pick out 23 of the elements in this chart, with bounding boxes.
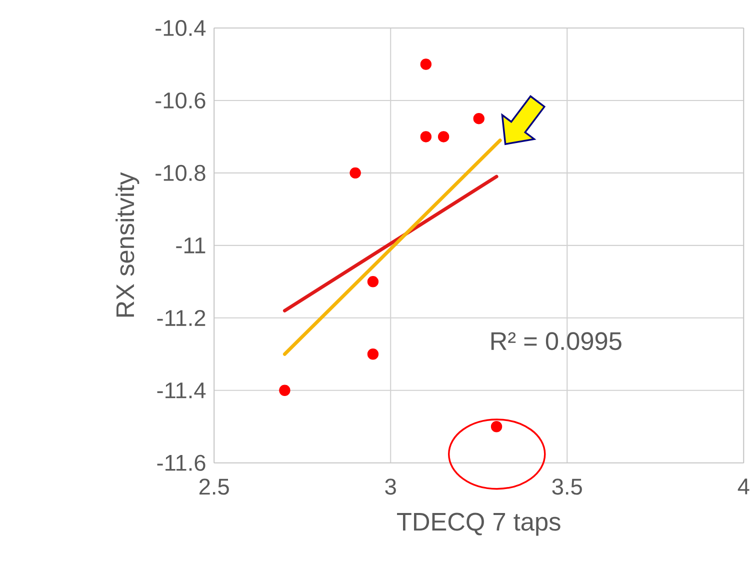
y-tick-label: -10.6	[156, 92, 206, 108]
y-tick-label: -11.6	[157, 454, 206, 471]
point	[420, 131, 432, 142]
point	[279, 384, 290, 396]
point	[473, 112, 484, 124]
x-axis-title: TDECQ 7 taps	[397, 512, 560, 536]
point	[367, 276, 379, 288]
y-tick-label: -10.4	[156, 20, 206, 36]
y-tick-label: -11	[176, 238, 206, 254]
x-tick-label: 2.5	[199, 478, 229, 495]
y-tick-label: -10.8	[156, 164, 206, 181]
point	[420, 58, 432, 70]
y-tick-label: -11.4	[157, 382, 206, 398]
point	[350, 167, 361, 178]
annotation: R² = 0.0995	[491, 332, 622, 350]
x-tick-label: 3	[385, 478, 396, 495]
point	[367, 348, 379, 360]
y-axis-title: RX sensitvity	[116, 172, 140, 316]
x-tick-label: 3.5	[552, 478, 582, 495]
point	[438, 131, 450, 142]
x-tick-label: 4	[738, 478, 750, 494]
y-tick-label: -11.2	[157, 310, 206, 326]
point	[490, 420, 502, 432]
